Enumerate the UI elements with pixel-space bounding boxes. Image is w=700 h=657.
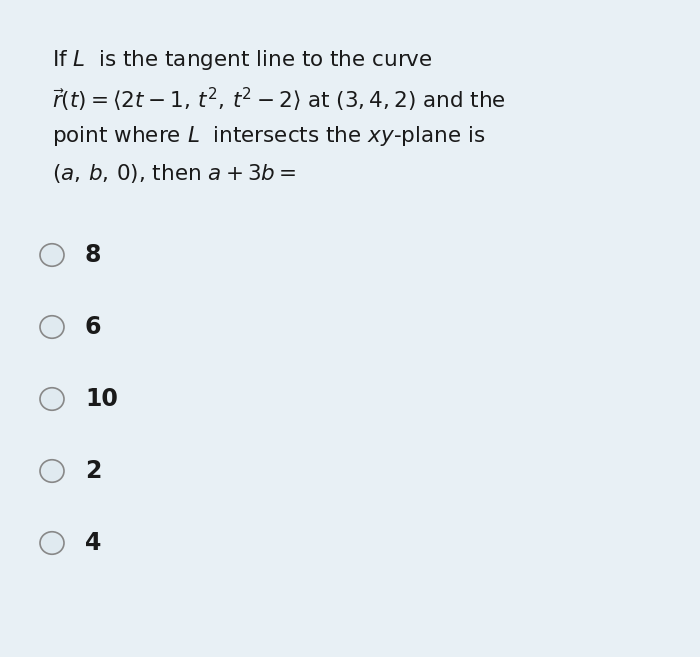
Text: 6: 6 xyxy=(85,315,102,339)
Text: $\vec{r}(t) = \langle 2t-1,\, t^2,\, t^2-2\rangle$ at $(3, 4, 2)$ and the: $\vec{r}(t) = \langle 2t-1,\, t^2,\, t^2… xyxy=(52,86,506,114)
Text: 10: 10 xyxy=(85,387,118,411)
Text: $(a,\, b,\, 0)$, then $a + 3b =$: $(a,\, b,\, 0)$, then $a + 3b =$ xyxy=(52,162,297,185)
Text: 4: 4 xyxy=(85,531,102,555)
Text: point where $L$  intersects the $xy$-plane is: point where $L$ intersects the $xy$-plan… xyxy=(52,124,486,148)
Text: 2: 2 xyxy=(85,459,102,483)
Text: 8: 8 xyxy=(85,243,102,267)
Text: If $L$  is the tangent line to the curve: If $L$ is the tangent line to the curve xyxy=(52,48,433,72)
